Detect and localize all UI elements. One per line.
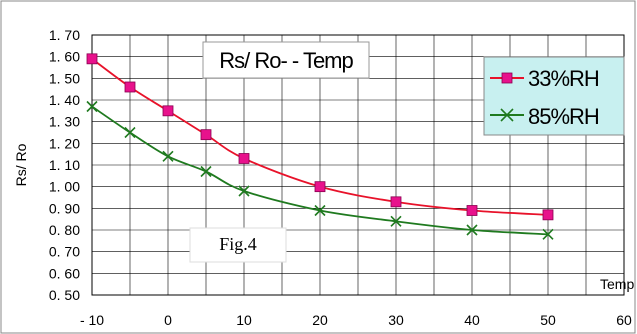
data-point bbox=[390, 196, 402, 208]
x-tick-label: 10 bbox=[236, 312, 252, 328]
data-point bbox=[124, 81, 136, 93]
y-tick-label: 0. 70 bbox=[49, 244, 80, 260]
annotation-box: Fig.4 bbox=[189, 227, 287, 263]
y-tick-label: 1. 60 bbox=[49, 49, 80, 65]
x-tick-labels: - 10 0 10 20 30 40 50 60 bbox=[80, 312, 632, 328]
annotation-fig-label: Fig.4 bbox=[219, 234, 257, 254]
title-box: Rs/ Ro- - Temp bbox=[202, 41, 370, 79]
annotation-frame bbox=[189, 227, 287, 263]
y-tick-labels: 1. 70 1. 60 1. 50 1. 40 1. 30 1. 20 1. 10 1. 00… bbox=[49, 27, 80, 303]
legend: 33%RH 85%RH bbox=[483, 56, 625, 136]
x-tick-label: 50 bbox=[540, 312, 556, 328]
data-point bbox=[314, 204, 326, 217]
y-tick-label: 0. 60 bbox=[49, 265, 80, 281]
series-layer bbox=[86, 53, 554, 240]
x-tick-label: 20 bbox=[312, 312, 328, 328]
data-point bbox=[200, 165, 212, 178]
data-point bbox=[86, 53, 98, 65]
data-point bbox=[314, 181, 326, 193]
data-point bbox=[238, 185, 250, 197]
data-point bbox=[466, 205, 478, 216]
x-tick-label: 60 bbox=[616, 312, 632, 328]
y-tick-label: 1. 00 bbox=[49, 179, 80, 195]
data-point bbox=[542, 228, 554, 240]
plot-area-border bbox=[91, 34, 625, 296]
series-line-0 bbox=[91, 58, 549, 216]
data-point bbox=[124, 126, 136, 139]
legend-label-85rh: 85%RH bbox=[528, 104, 599, 129]
x-axis-title: Temp bbox=[600, 276, 634, 292]
y-tick-label: 1. 20 bbox=[49, 135, 80, 151]
x-tick-label: - 10 bbox=[80, 312, 104, 328]
x-tick-label: 30 bbox=[388, 312, 404, 328]
data-point bbox=[162, 105, 174, 117]
y-tick-label: 1. 40 bbox=[49, 92, 80, 108]
data-point bbox=[390, 215, 402, 227]
data-point bbox=[200, 129, 212, 141]
chart-title: Rs/ Ro- - Temp bbox=[219, 48, 353, 73]
y-tick-label: 0. 80 bbox=[49, 222, 80, 238]
legend-marker-85rh bbox=[500, 108, 514, 122]
data-point bbox=[466, 224, 478, 236]
y-tick-label: 1. 70 bbox=[49, 27, 80, 43]
y-tick-label: 1. 30 bbox=[49, 114, 80, 130]
y-tick-label: 0. 50 bbox=[49, 287, 80, 303]
series-1 bbox=[86, 100, 554, 240]
data-point bbox=[162, 150, 174, 162]
title-box-frame bbox=[202, 41, 370, 79]
y-tick-label: 1. 10 bbox=[49, 157, 80, 173]
x-tick-label: 40 bbox=[464, 312, 480, 328]
x-tick-label: 0 bbox=[164, 312, 172, 328]
legend-label-33rh: 33%RH bbox=[528, 66, 599, 91]
data-point bbox=[238, 153, 250, 164]
data-point bbox=[86, 100, 98, 113]
y-tick-label: 1. 50 bbox=[49, 70, 80, 86]
series-line-1 bbox=[91, 105, 549, 236]
legend-marker-33rh bbox=[501, 72, 513, 84]
y-tick-label: 0. 90 bbox=[49, 200, 80, 216]
data-point bbox=[542, 209, 554, 221]
y-axis-title: Rs/ Ro bbox=[13, 143, 29, 186]
legend-frame bbox=[483, 56, 625, 136]
series-0 bbox=[86, 53, 554, 221]
